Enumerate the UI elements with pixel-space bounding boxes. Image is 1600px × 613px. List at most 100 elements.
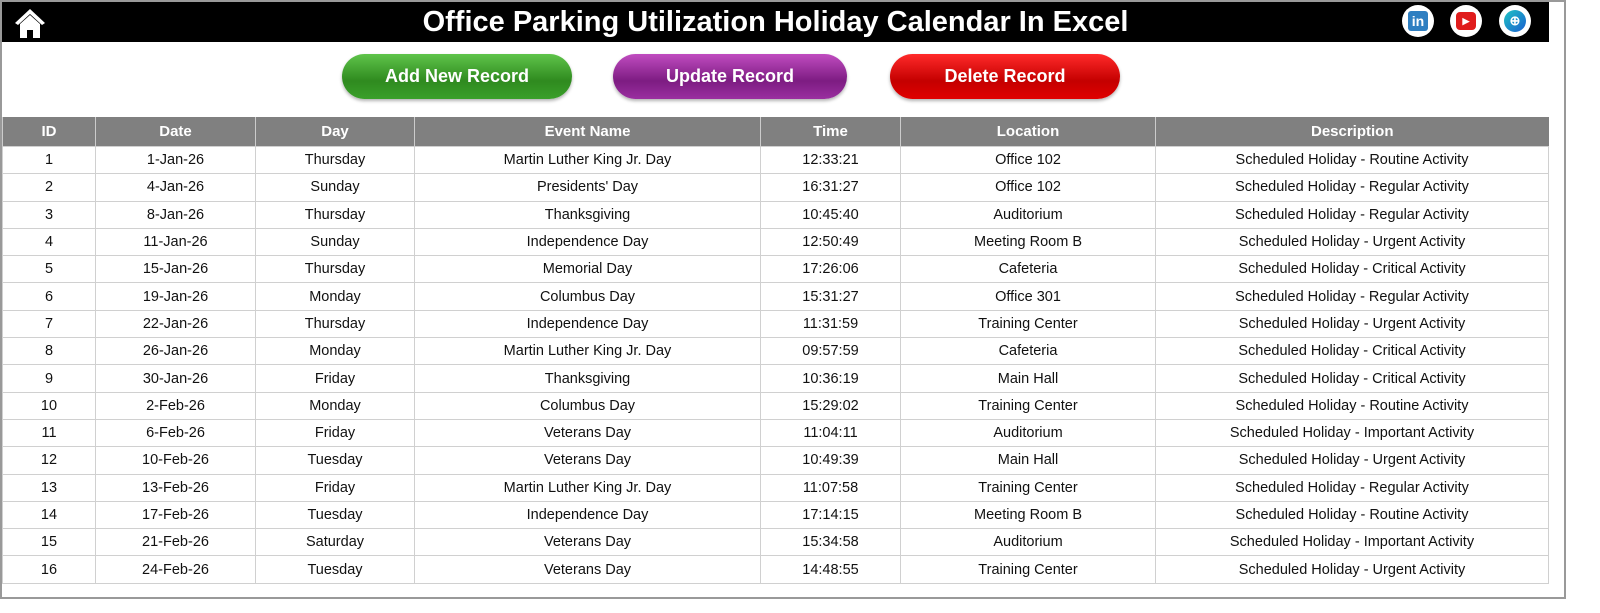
column-header[interactable]: Day — [255, 117, 415, 147]
table-row[interactable]: 2 4-Jan-26 Sunday Presidents' Day 16:31:27 Of… — [2, 173, 1549, 202]
table-row[interactable]: 10 2-Feb-26 Monday Columbus Day 15:29:02 Trai… — [2, 391, 1549, 420]
table-cell[interactable]: 15 — [2, 528, 96, 557]
table-cell[interactable]: Friday — [255, 473, 415, 502]
table-cell[interactable]: 10:45:40 — [760, 200, 901, 229]
table-cell[interactable]: Monday — [255, 391, 415, 420]
table-cell[interactable]: 24-Feb-26 — [95, 555, 256, 584]
column-header[interactable]: Description — [1155, 117, 1549, 147]
table-cell[interactable]: Auditorium — [900, 200, 1156, 229]
table-cell[interactable]: Veterans Day — [414, 528, 761, 557]
table-cell[interactable]: 8 — [2, 337, 96, 366]
table-cell[interactable]: 13 — [2, 473, 96, 502]
table-cell[interactable]: Independence Day — [414, 309, 761, 339]
home-icon[interactable] — [12, 6, 48, 40]
table-row[interactable]: 11 6-Feb-26 Friday Veterans Day 11:04:11 Audi… — [2, 418, 1549, 448]
table-cell[interactable]: 16:31:27 — [760, 173, 901, 202]
table-cell[interactable]: Scheduled Holiday - Urgent Activity — [1155, 555, 1549, 584]
table-cell[interactable]: Office 102 — [900, 173, 1156, 202]
table-cell[interactable]: 5 — [2, 255, 96, 284]
update-record-button[interactable]: Update Record — [613, 54, 847, 99]
table-row[interactable]: 1 1-Jan-26 Thursday Martin Luther King Jr. … — [2, 145, 1549, 175]
table-row[interactable]: 3 8-Jan-26 Thursday Thanksgiving 10:45:40 Aud… — [2, 200, 1549, 229]
table-cell[interactable]: Scheduled Holiday - Routine Activity — [1155, 145, 1549, 175]
table-cell[interactable]: Scheduled Holiday - Critical Activity — [1155, 255, 1549, 284]
table-cell[interactable]: Scheduled Holiday - Important Activity — [1155, 418, 1549, 448]
table-cell[interactable]: 12 — [2, 446, 96, 475]
table-cell[interactable]: 8-Jan-26 — [95, 200, 256, 229]
table-cell[interactable]: Monday — [255, 337, 415, 366]
table-cell[interactable]: Meeting Room B — [900, 500, 1156, 530]
table-cell[interactable]: Memorial Day — [414, 255, 761, 284]
table-cell[interactable]: Office 102 — [900, 145, 1156, 175]
table-cell[interactable]: Independence Day — [414, 500, 761, 530]
table-cell[interactable]: Scheduled Holiday - Routine Activity — [1155, 391, 1549, 420]
table-cell[interactable]: Scheduled Holiday - Regular Activity — [1155, 473, 1549, 502]
table-cell[interactable]: 10:36:19 — [760, 364, 901, 393]
table-cell[interactable]: 10:49:39 — [760, 446, 901, 475]
table-cell[interactable]: Scheduled Holiday - Regular Activity — [1155, 200, 1549, 229]
website-button[interactable]: ⊕ — [1499, 5, 1531, 37]
table-cell[interactable]: 16 — [2, 555, 96, 584]
table-cell[interactable]: 2 — [2, 173, 96, 202]
table-row[interactable]: 9 30-Jan-26 Friday Thanksgiving 10:36:19 Main… — [2, 364, 1549, 393]
table-cell[interactable]: Training Center — [900, 555, 1156, 584]
table-cell[interactable]: Friday — [255, 364, 415, 393]
table-cell[interactable]: Columbus Day — [414, 282, 761, 311]
table-cell[interactable]: Presidents' Day — [414, 173, 761, 202]
column-header[interactable]: Location — [900, 117, 1156, 147]
table-cell[interactable]: Scheduled Holiday - Urgent Activity — [1155, 227, 1549, 257]
table-cell[interactable]: 11:04:11 — [760, 418, 901, 448]
table-row[interactable]: 8 26-Jan-26 Monday Martin Luther King Jr. D… — [2, 337, 1549, 366]
table-row[interactable]: 5 15-Jan-26 Thursday Memorial Day 17:26:06 Ca… — [2, 255, 1549, 284]
table-cell[interactable]: Independence Day — [414, 227, 761, 257]
table-cell[interactable]: Sunday — [255, 173, 415, 202]
table-cell[interactable]: Monday — [255, 282, 415, 311]
table-cell[interactable]: Thursday — [255, 255, 415, 284]
table-cell[interactable]: Training Center — [900, 473, 1156, 502]
table-cell[interactable]: Tuesday — [255, 500, 415, 530]
table-cell[interactable]: Friday — [255, 418, 415, 448]
table-cell[interactable]: Martin Luther King Jr. Day — [414, 145, 761, 175]
column-header[interactable]: ID — [2, 117, 96, 147]
table-row[interactable]: 7 22-Jan-26 Thursday Independence Day 11:31:… — [2, 309, 1549, 339]
linkedin-button[interactable]: in — [1402, 5, 1434, 37]
table-cell[interactable]: 12:50:49 — [760, 227, 901, 257]
table-cell[interactable]: Auditorium — [900, 418, 1156, 448]
column-header[interactable]: Event Name — [414, 117, 761, 147]
table-cell[interactable]: Training Center — [900, 391, 1156, 420]
table-cell[interactable]: Columbus Day — [414, 391, 761, 420]
table-cell[interactable]: Scheduled Holiday - Critical Activity — [1155, 337, 1549, 366]
table-cell[interactable]: 11 — [2, 418, 96, 448]
table-cell[interactable]: 9 — [2, 364, 96, 393]
table-cell[interactable]: 21-Feb-26 — [95, 528, 256, 557]
table-cell[interactable]: Thanksgiving — [414, 364, 761, 393]
table-cell[interactable]: Scheduled Holiday - Critical Activity — [1155, 364, 1549, 393]
youtube-button[interactable]: ▶ — [1450, 5, 1482, 37]
table-cell[interactable]: 17-Feb-26 — [95, 500, 256, 530]
table-cell[interactable]: 13-Feb-26 — [95, 473, 256, 502]
table-row[interactable]: 6 19-Jan-26 Monday Columbus Day 15:31:27 Offi… — [2, 282, 1549, 311]
add-new-record-button[interactable]: Add New Record — [342, 54, 572, 99]
table-cell[interactable]: 19-Jan-26 — [95, 282, 256, 311]
table-cell[interactable]: 3 — [2, 200, 96, 229]
table-cell[interactable]: Saturday — [255, 528, 415, 557]
table-cell[interactable]: Scheduled Holiday - Regular Activity — [1155, 173, 1549, 202]
table-cell[interactable]: 11:07:58 — [760, 473, 901, 502]
table-cell[interactable]: Tuesday — [255, 446, 415, 475]
table-cell[interactable]: Thanksgiving — [414, 200, 761, 229]
table-cell[interactable]: Sunday — [255, 227, 415, 257]
table-cell[interactable]: Thursday — [255, 309, 415, 339]
table-cell[interactable]: Thursday — [255, 145, 415, 175]
table-cell[interactable]: Office 301 — [900, 282, 1156, 311]
table-cell[interactable]: 1-Jan-26 — [95, 145, 256, 175]
table-cell[interactable]: 26-Jan-26 — [95, 337, 256, 366]
table-cell[interactable]: Meeting Room B — [900, 227, 1156, 257]
table-cell[interactable]: 15-Jan-26 — [95, 255, 256, 284]
table-row[interactable]: 4 11-Jan-26 Sunday Independence Day 12:50:49… — [2, 227, 1549, 257]
table-cell[interactable]: Main Hall — [900, 446, 1156, 475]
table-cell[interactable]: 6 — [2, 282, 96, 311]
table-cell[interactable]: 7 — [2, 309, 96, 339]
column-header[interactable]: Time — [760, 117, 901, 147]
table-cell[interactable]: Scheduled Holiday - Urgent Activity — [1155, 309, 1549, 339]
table-cell[interactable]: Scheduled Holiday - Urgent Activity — [1155, 446, 1549, 475]
